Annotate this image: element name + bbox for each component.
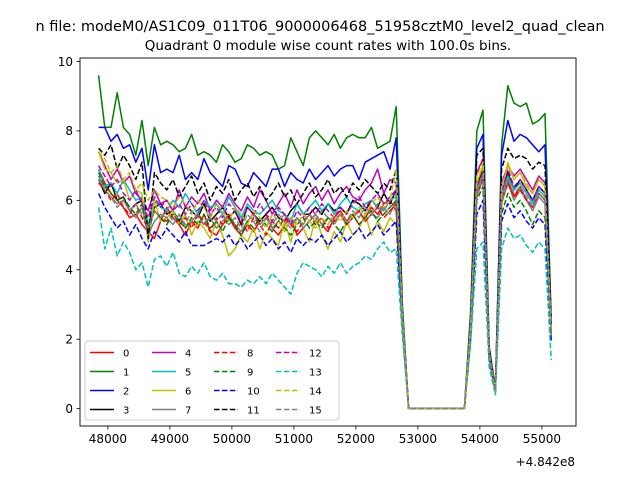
legend-label-8: 8 xyxy=(247,349,253,360)
series-line-13 xyxy=(97,207,552,410)
series-line-11 xyxy=(98,144,552,410)
x-tick-label: 54000 xyxy=(461,432,499,446)
legend-label-12: 12 xyxy=(309,349,322,360)
y-tick-label: 2 xyxy=(65,333,73,347)
legend-label-14: 14 xyxy=(309,387,322,398)
series-line-10 xyxy=(97,193,552,410)
x-tick-label: 50000 xyxy=(213,432,251,446)
y-axis-ticks: 0 2 4 6 8 10 xyxy=(58,55,80,416)
y-tick-label: 10 xyxy=(58,55,73,69)
legend-label-10: 10 xyxy=(247,387,260,398)
legend-label-7: 7 xyxy=(185,406,191,417)
x-offset-label: +4.842e8 xyxy=(516,455,575,469)
legend-label-9: 9 xyxy=(247,368,253,379)
x-tick-label: 51000 xyxy=(275,432,313,446)
legend-label-1: 1 xyxy=(123,368,129,379)
series-lines xyxy=(97,75,552,410)
legend-box xyxy=(84,340,340,421)
x-tick-label: 52000 xyxy=(337,432,375,446)
y-tick-label: 4 xyxy=(65,263,73,277)
x-tick-label: 53000 xyxy=(399,432,437,446)
legend-label-4: 4 xyxy=(185,349,191,360)
plot-frame xyxy=(79,57,577,427)
y-tick-label: 0 xyxy=(65,402,73,416)
y-tick-label: 6 xyxy=(65,194,73,208)
series-line-8 xyxy=(98,178,552,410)
legend-label-15: 15 xyxy=(309,406,322,417)
y-tick-label: 8 xyxy=(65,124,73,138)
figure-suptitle: n file: modeM0/AS1C09_011T06_9000006468_… xyxy=(35,19,604,35)
x-tick-label: 49000 xyxy=(151,432,189,446)
legend-label-11: 11 xyxy=(247,406,260,417)
legend-label-5: 5 xyxy=(185,368,191,379)
chart-title: Quadrant 0 module wise count rates with … xyxy=(145,38,511,54)
legend-label-3: 3 xyxy=(123,406,129,417)
legend-label-2: 2 xyxy=(123,387,129,398)
legend-label-13: 13 xyxy=(309,368,322,379)
x-tick-label: 55000 xyxy=(523,432,561,446)
x-axis-ticks: 48000 49000 50000 51000 52000 53000 54000 55000 xyxy=(89,426,561,446)
legend-label-6: 6 xyxy=(185,387,191,398)
x-tick-label: 48000 xyxy=(89,432,127,446)
legend-label-0: 0 xyxy=(123,349,129,360)
series-line-15 xyxy=(97,175,552,410)
